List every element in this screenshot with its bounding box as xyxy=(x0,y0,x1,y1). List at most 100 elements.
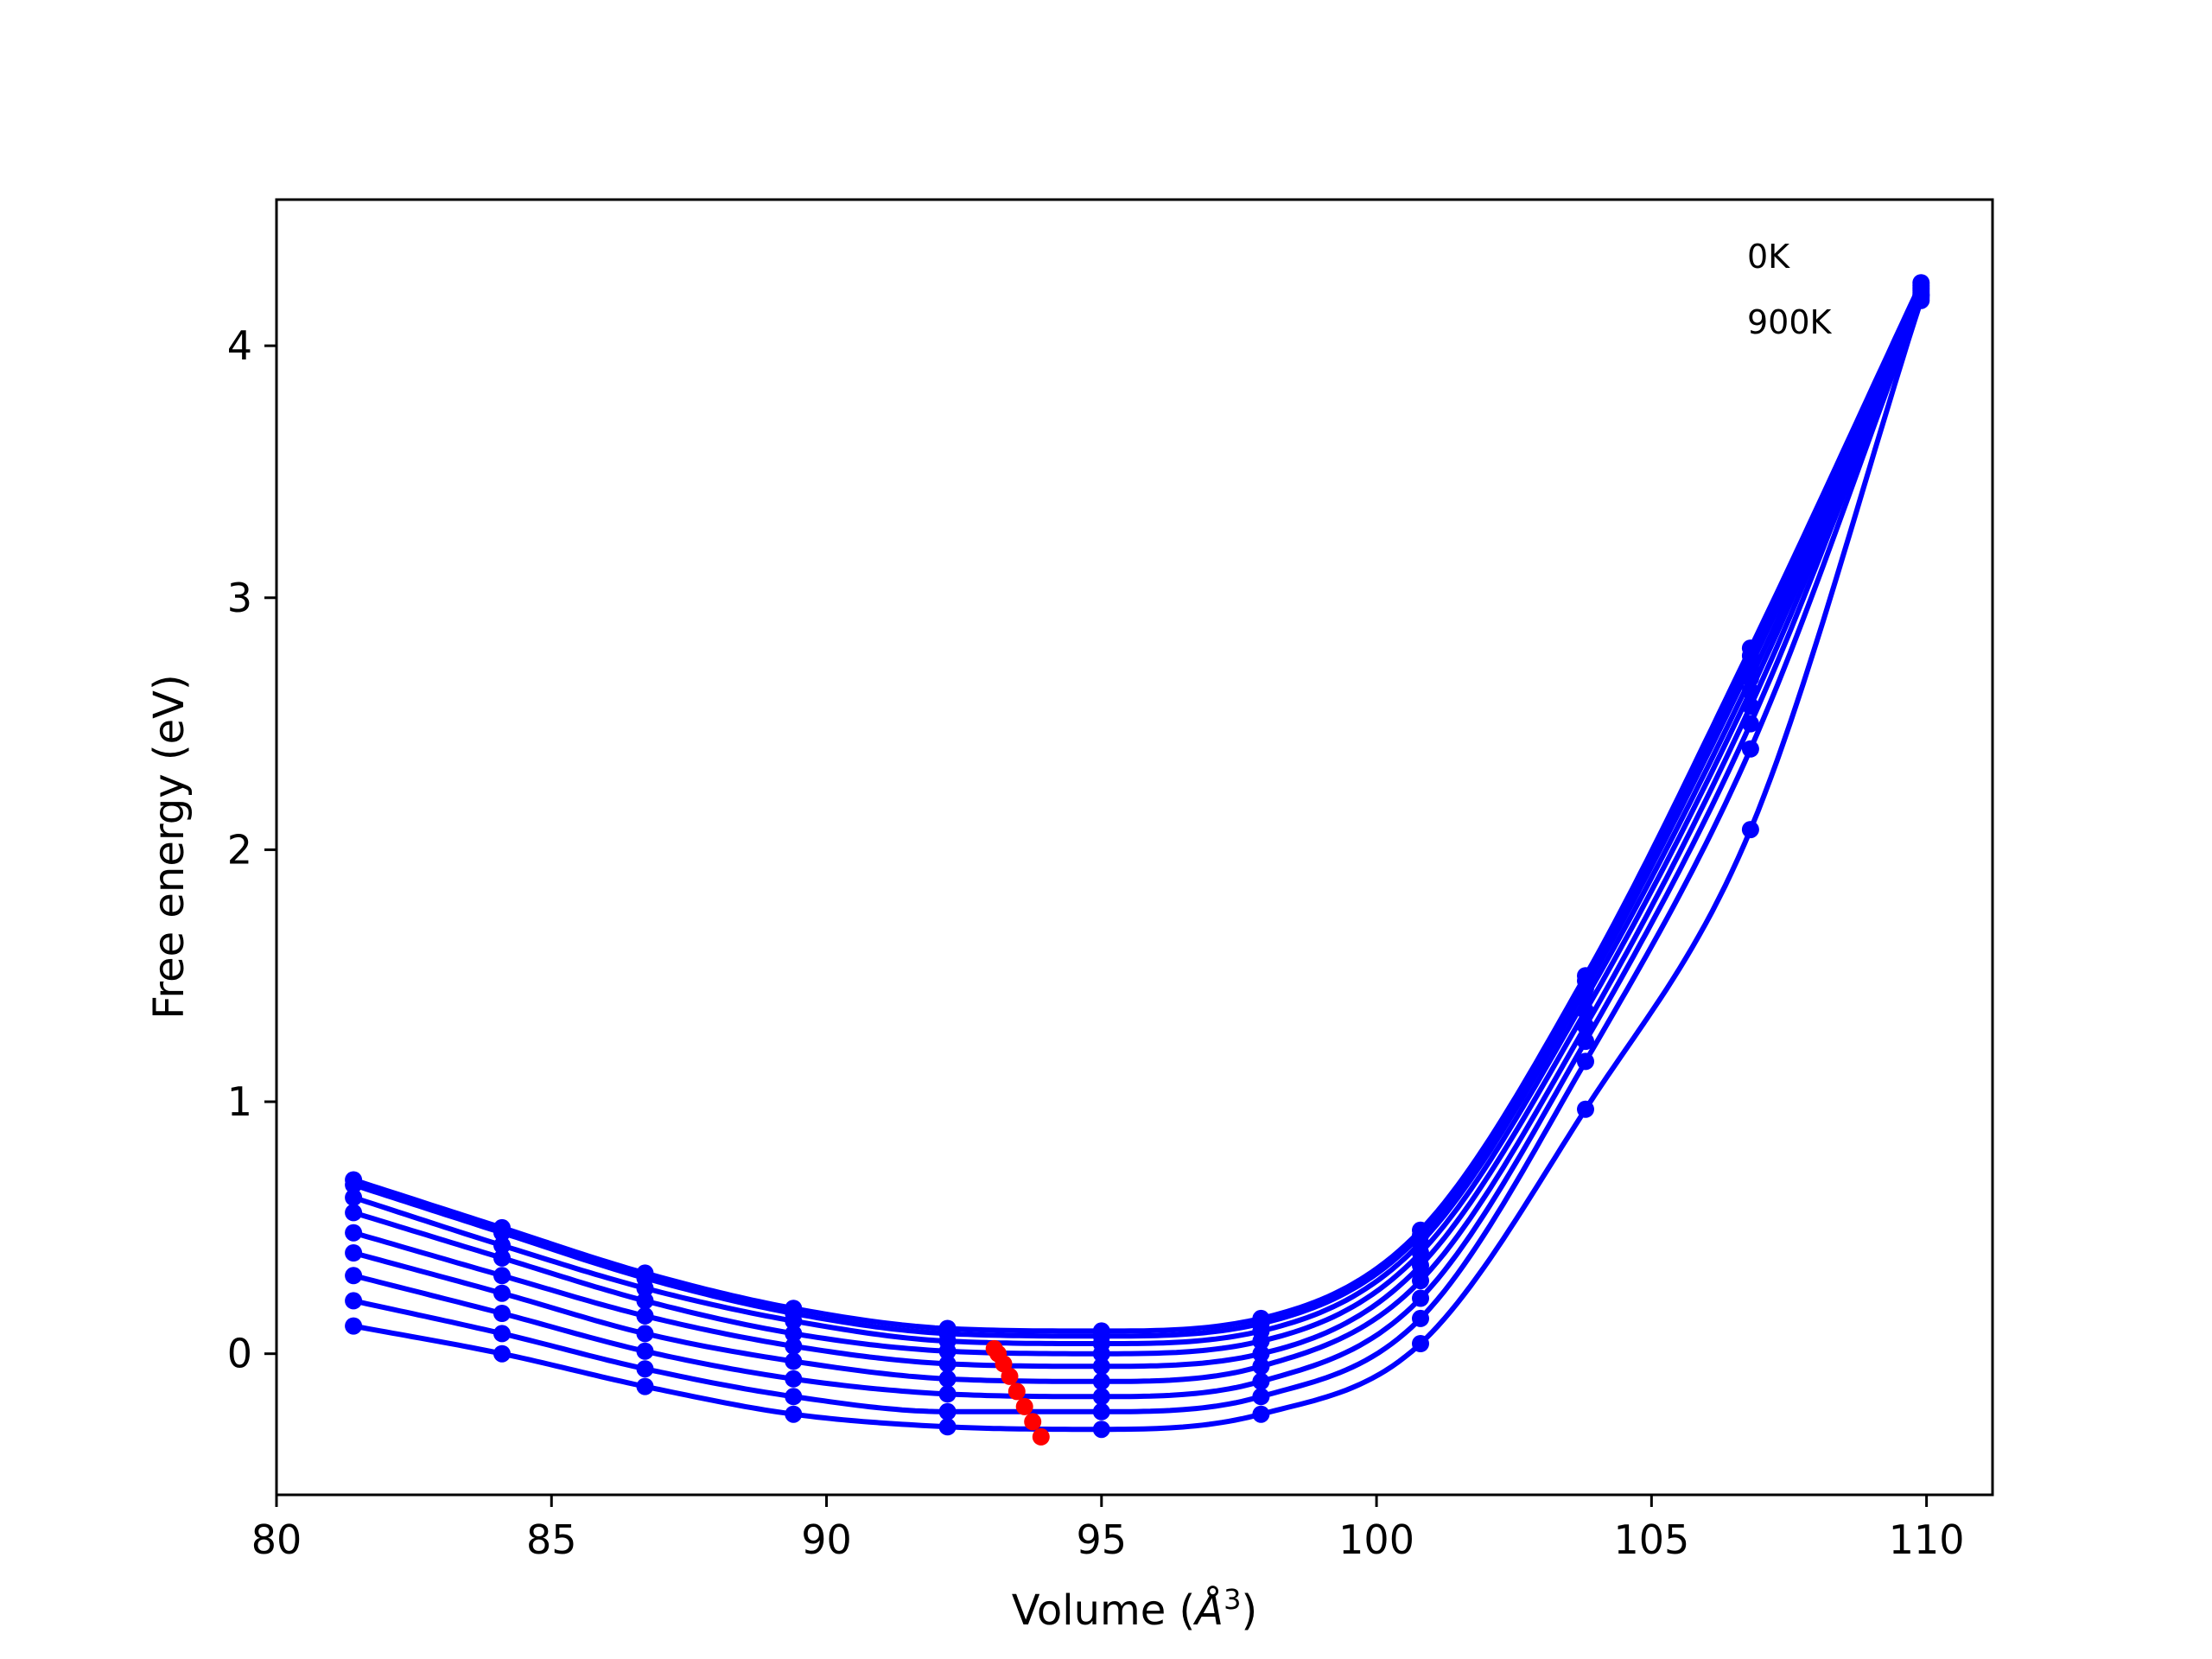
series-line-0 xyxy=(353,281,1924,1334)
data-point xyxy=(1412,1244,1429,1262)
data-point xyxy=(1741,682,1759,700)
y-tick-label: 0 xyxy=(227,1331,252,1377)
y-tick-label: 3 xyxy=(227,575,252,621)
x-axis-ticks: 80 85 90 95 100 105 110 xyxy=(251,1495,1965,1563)
data-point xyxy=(493,1305,511,1322)
data-point xyxy=(493,1284,511,1302)
data-point xyxy=(493,1267,511,1285)
data-point xyxy=(785,1388,803,1406)
data-point xyxy=(1741,657,1759,675)
data-point xyxy=(1741,821,1759,839)
data-point xyxy=(785,1370,803,1388)
data-point xyxy=(636,1306,654,1325)
x-tick-label: 95 xyxy=(1077,1516,1128,1563)
data-point xyxy=(1092,1421,1110,1439)
data-point xyxy=(345,1176,363,1194)
series-line-3 xyxy=(353,289,1924,1357)
x-tick-label: 80 xyxy=(251,1516,302,1563)
data-point xyxy=(938,1370,957,1388)
data-point xyxy=(1912,291,1930,309)
data-point xyxy=(1092,1357,1110,1376)
data-point xyxy=(938,1355,957,1373)
data-point xyxy=(345,1317,363,1335)
minimum-point xyxy=(1015,1397,1033,1415)
annotation-0k: 0K xyxy=(1747,238,1790,276)
data-point xyxy=(636,1360,654,1378)
data-point xyxy=(938,1402,957,1421)
minimum-point xyxy=(1024,1413,1042,1431)
data-point xyxy=(345,1204,363,1222)
y-axis-label: Free energy (eV) xyxy=(145,674,194,1019)
data-point xyxy=(1577,1017,1594,1035)
data-point xyxy=(785,1405,803,1423)
fitted-curves xyxy=(353,281,1924,1433)
series-line-7 xyxy=(353,296,1924,1414)
data-point xyxy=(1092,1402,1110,1421)
data-point xyxy=(785,1352,803,1370)
data-point xyxy=(345,1188,363,1206)
data-point xyxy=(1577,1052,1594,1071)
data-point xyxy=(1092,1344,1110,1363)
data-point xyxy=(1577,989,1594,1007)
x-tick-label: 105 xyxy=(1613,1516,1689,1563)
data-point xyxy=(785,1312,803,1330)
data-point xyxy=(1577,1100,1594,1118)
series-line-4 xyxy=(353,291,1924,1370)
data-point xyxy=(493,1325,511,1343)
data-point xyxy=(636,1279,654,1297)
series-line-6 xyxy=(353,294,1924,1400)
plot-frame xyxy=(275,198,1994,1497)
y-tick-label: 1 xyxy=(227,1078,252,1125)
data-point xyxy=(345,1224,363,1242)
x-axis-label: Volume (Å3) xyxy=(1012,1583,1257,1635)
data-point xyxy=(1092,1372,1110,1390)
data-point xyxy=(493,1236,511,1255)
y-tick-label: 4 xyxy=(227,322,252,369)
data-point xyxy=(636,1325,654,1343)
data-point xyxy=(345,1292,363,1310)
data-points xyxy=(345,274,1930,1439)
data-point xyxy=(1252,1332,1270,1351)
data-point xyxy=(1412,1335,1429,1352)
data-point xyxy=(1412,1256,1429,1274)
data-point xyxy=(1577,1002,1594,1020)
data-point xyxy=(1412,1272,1429,1290)
minimum-point xyxy=(1007,1382,1026,1401)
series-line-8 xyxy=(353,299,1924,1433)
data-point xyxy=(1252,1405,1270,1423)
data-point xyxy=(493,1249,511,1267)
y-tick-label: 2 xyxy=(227,826,252,873)
minimum-points xyxy=(985,1339,1050,1446)
data-point xyxy=(636,1292,654,1310)
data-point xyxy=(938,1385,957,1403)
x-tick-label: 100 xyxy=(1338,1516,1414,1563)
data-point xyxy=(345,1267,363,1285)
annotation-900k: 900K xyxy=(1747,303,1833,341)
data-point xyxy=(938,1418,957,1436)
y-axis-ticks: 0 1 2 3 4 xyxy=(227,322,276,1377)
data-point xyxy=(1741,715,1759,733)
data-point xyxy=(493,1224,511,1242)
data-point xyxy=(1252,1388,1270,1406)
x-tick-label: 110 xyxy=(1889,1516,1965,1563)
series-line-2 xyxy=(353,286,1924,1346)
series-line-5 xyxy=(353,294,1924,1384)
data-point xyxy=(1092,1388,1110,1406)
x-tick-label: 90 xyxy=(801,1516,852,1563)
data-point xyxy=(1741,697,1759,715)
data-point xyxy=(636,1377,654,1395)
data-point xyxy=(493,1344,511,1363)
data-point xyxy=(1252,1357,1270,1376)
x-tick-label: 85 xyxy=(526,1516,577,1563)
data-point xyxy=(1412,1309,1429,1327)
data-point xyxy=(1577,1033,1594,1051)
series-line-1 xyxy=(353,283,1924,1339)
data-point xyxy=(345,1244,363,1262)
minimum-point xyxy=(1032,1427,1050,1446)
data-point xyxy=(1741,670,1759,688)
data-point xyxy=(636,1342,654,1360)
data-point xyxy=(785,1325,803,1343)
data-point xyxy=(1252,1344,1270,1363)
data-point xyxy=(1252,1372,1270,1390)
